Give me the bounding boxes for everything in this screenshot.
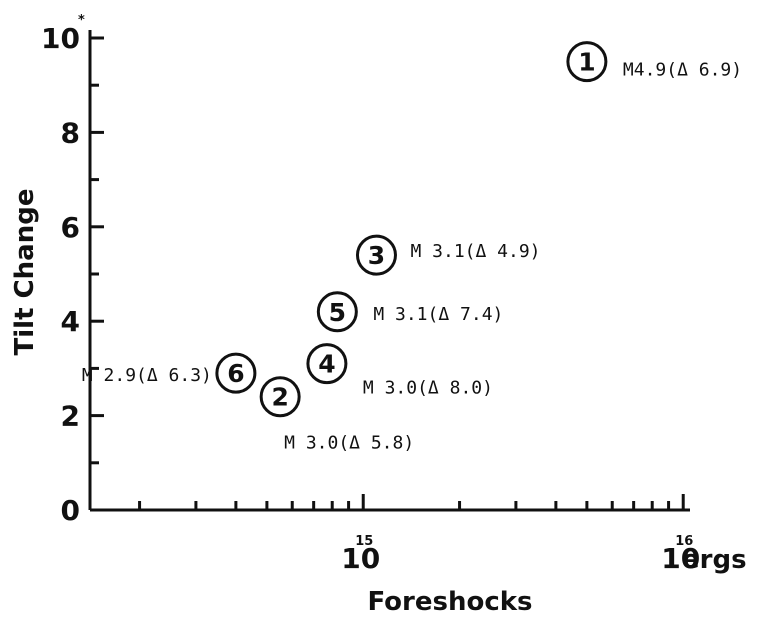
point-marker [355, 234, 397, 276]
x-axis-unit: ergs [682, 545, 747, 575]
data-point-2: 2 M 3.0(Δ 5.8) [259, 376, 414, 454]
y-axis-title: Tilt Change [10, 189, 40, 356]
y-tick-label: 0 [61, 494, 80, 527]
point-annotation: M 2.9(Δ 6.3) [82, 365, 212, 386]
data-point-3: 3 M 3.1(Δ 4.9) [355, 234, 541, 276]
y-tick-label: 6 [61, 211, 80, 244]
x-tick-exponent: 15 [355, 534, 373, 549]
point-annotation: M 3.0(Δ 5.8) [284, 433, 414, 454]
point-marker [566, 41, 608, 83]
y-tick-label: 4 [61, 305, 80, 338]
point-number: 2 [271, 383, 288, 412]
x-tick-label: 10 [341, 542, 380, 575]
point-marker [215, 352, 257, 394]
x-tick-exponent: 16 [675, 534, 693, 549]
data-point-6: 6 M 2.9(Δ 6.3) [82, 352, 257, 394]
data-point-4: 4 M 3.0(Δ 8.0) [306, 343, 493, 399]
point-marker [306, 343, 348, 385]
point-number: 1 [578, 48, 595, 77]
point-annotation: M 3.0(Δ 8.0) [363, 378, 493, 399]
point-marker [316, 291, 358, 333]
point-number: 4 [318, 350, 335, 379]
data-point-5: 5 M 3.1(Δ 7.4) [316, 291, 503, 333]
y-tick-label: 10 [41, 22, 80, 55]
point-annotation: M 3.1(Δ 4.9) [410, 241, 540, 262]
x-axis-title: Foreshocks [367, 587, 532, 617]
point-annotation: M 3.1(Δ 7.4) [373, 304, 503, 325]
x-tick-label: 10 [661, 542, 700, 575]
y-tick-label: 2 [61, 400, 80, 433]
data-points: 1 M4.9(Δ 6.9) 2 M 3.0(Δ 5.8) 3 M 3.1(Δ 4.9) 4 M… [82, 41, 742, 454]
point-number: 3 [368, 241, 385, 270]
y-tick-label: 8 [61, 116, 80, 149]
point-marker [259, 376, 301, 418]
y-tick-exponent: * [78, 13, 85, 28]
axes [88, 30, 690, 512]
point-number: 6 [227, 359, 244, 388]
data-point-1: 1 M4.9(Δ 6.9) [566, 41, 742, 83]
point-number: 5 [329, 298, 346, 327]
y-axis-ticks: 0 2 4 6 8 10* [41, 13, 104, 527]
point-annotation: M4.9(Δ 6.9) [623, 60, 742, 81]
